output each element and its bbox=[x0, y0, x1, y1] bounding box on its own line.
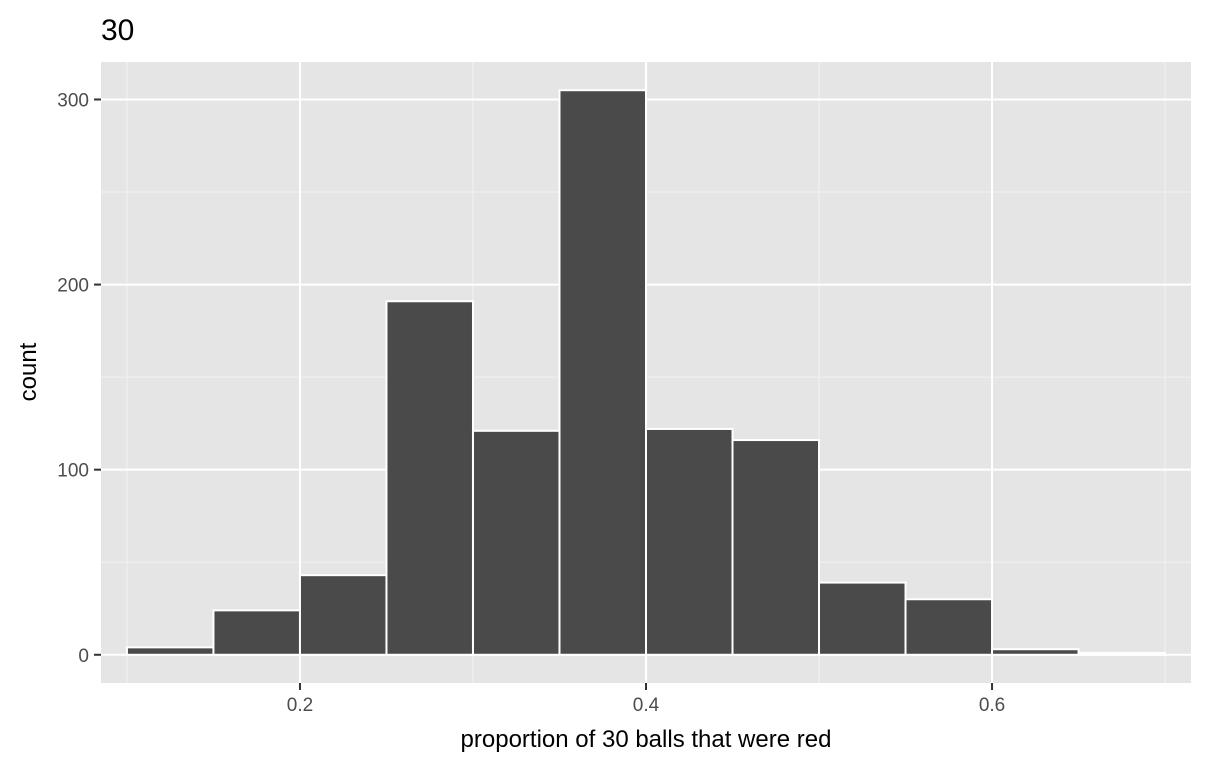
histogram-bar bbox=[471, 429, 561, 656]
histogram-bar bbox=[385, 300, 474, 656]
y-axis-title: count bbox=[15, 342, 42, 401]
histogram-bar bbox=[212, 609, 301, 656]
histogram-bar bbox=[991, 648, 1080, 656]
y-tick-label: 100 bbox=[57, 461, 89, 482]
x-axis: 0.2 0.4 0.6 bbox=[287, 683, 1005, 716]
y-tick-label: 0 bbox=[78, 646, 89, 667]
histogram-bar bbox=[1077, 651, 1167, 656]
x-tick-label: 0.4 bbox=[633, 695, 660, 716]
x-tick-label: 0.2 bbox=[287, 695, 313, 716]
chart-title: 30 bbox=[101, 14, 134, 47]
histogram-bar bbox=[731, 439, 821, 656]
y-tick-label: 300 bbox=[57, 90, 89, 111]
histogram-bar bbox=[645, 427, 734, 656]
y-tick-label: 200 bbox=[57, 276, 89, 297]
x-tick-label: 0.6 bbox=[979, 695, 1005, 716]
histogram-bars bbox=[125, 89, 1167, 656]
histogram-bar bbox=[818, 581, 907, 656]
histogram-bar bbox=[558, 89, 647, 656]
x-axis-title: proportion of 30 balls that were red bbox=[461, 726, 832, 753]
histogram-bar bbox=[298, 574, 388, 656]
histogram-bar bbox=[125, 646, 215, 656]
y-axis: 0 100 200 300 bbox=[57, 90, 101, 667]
histogram-bar bbox=[904, 598, 994, 656]
